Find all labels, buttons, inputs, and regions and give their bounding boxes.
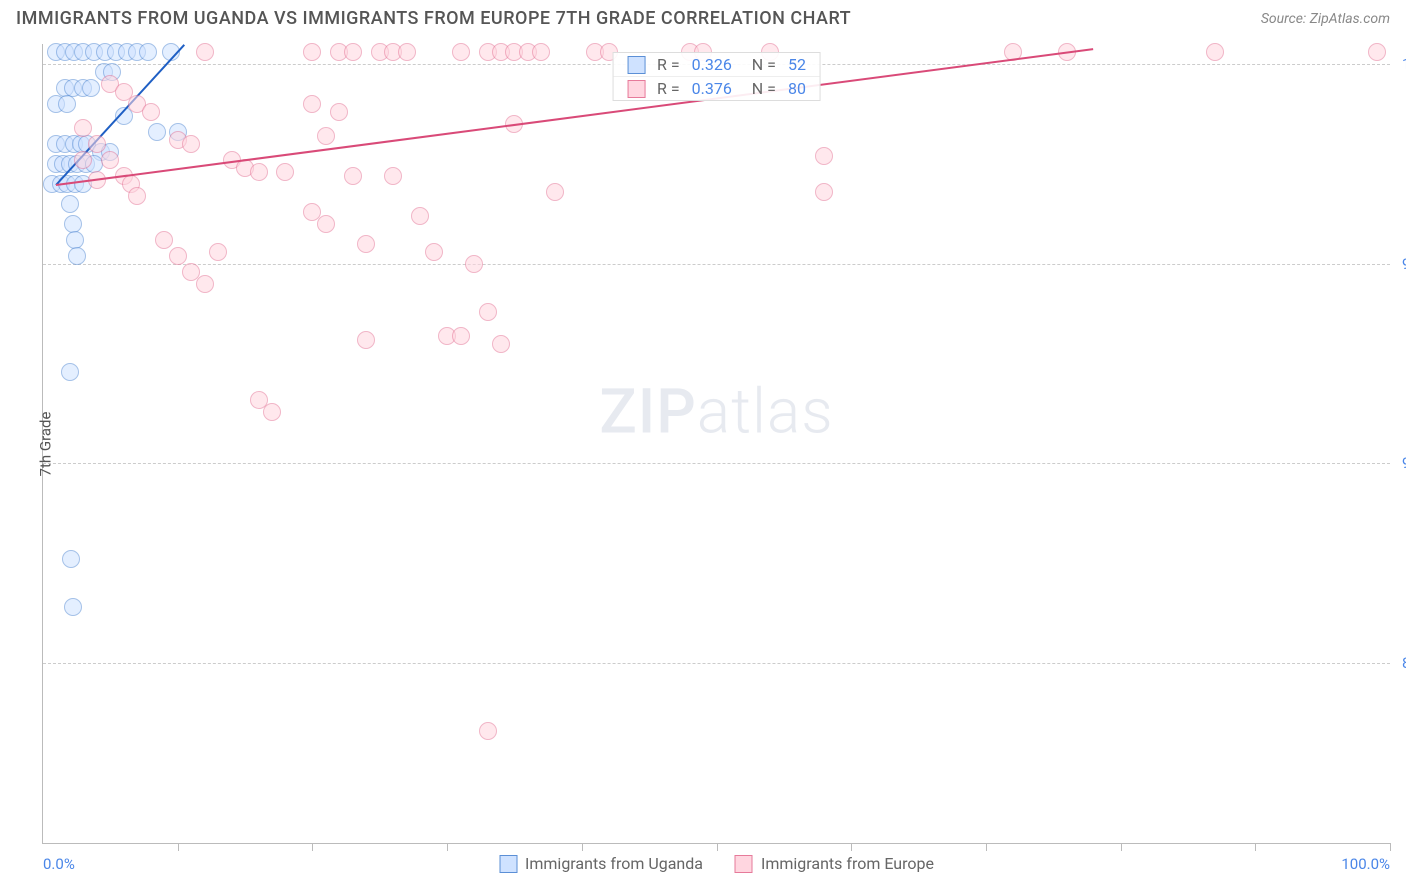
data-point <box>88 135 106 153</box>
data-point <box>128 187 146 205</box>
data-point <box>196 43 214 61</box>
data-point <box>317 127 335 145</box>
stat-r-label: R = <box>657 55 680 74</box>
stat-r-value: 0.326 <box>692 55 732 74</box>
stat-n-value: 52 <box>788 55 806 74</box>
chart-title: IMMIGRANTS FROM UGANDA VS IMMIGRANTS FRO… <box>16 8 851 29</box>
data-point <box>303 95 321 113</box>
x-tick <box>1390 843 1391 851</box>
legend-swatch <box>627 80 645 98</box>
data-point <box>74 151 92 169</box>
data-point <box>492 335 510 353</box>
stat-r-label: R = <box>657 79 680 98</box>
data-point <box>276 163 294 181</box>
data-point <box>344 43 362 61</box>
stat-row: R = 0.376 N = 80 <box>613 77 820 100</box>
data-point <box>61 195 79 213</box>
data-point <box>82 79 100 97</box>
data-point <box>425 243 443 261</box>
data-point <box>398 43 416 61</box>
gridline <box>43 463 1390 464</box>
x-tick <box>312 843 313 851</box>
data-point <box>452 43 470 61</box>
y-tick-label: 90.0% <box>1392 454 1406 472</box>
data-point <box>411 207 429 225</box>
data-point <box>532 43 550 61</box>
x-tick <box>582 843 583 851</box>
legend-swatch <box>735 855 753 873</box>
data-point <box>148 123 166 141</box>
data-point <box>250 163 268 181</box>
data-point <box>155 231 173 249</box>
data-point <box>479 722 497 740</box>
data-point <box>479 303 497 321</box>
data-point <box>317 215 335 233</box>
data-point <box>182 135 200 153</box>
y-tick-label: 100.0% <box>1392 55 1406 73</box>
x-tick <box>1121 843 1122 851</box>
data-point <box>196 275 214 293</box>
data-point <box>68 247 86 265</box>
data-point <box>61 363 79 381</box>
data-point <box>169 247 187 265</box>
data-point <box>465 255 483 273</box>
legend-swatch <box>627 56 645 74</box>
data-point <box>101 151 119 169</box>
legend-label: Immigrants from Uganda <box>525 854 703 873</box>
legend: Immigrants from Uganda Immigrants from Eu… <box>499 854 934 873</box>
plot-area: 7th Grade ZIPatlas R =0.326 N =52R =0.37… <box>42 44 1390 844</box>
data-point <box>357 331 375 349</box>
legend-swatch <box>499 855 517 873</box>
data-point <box>139 43 157 61</box>
data-point <box>546 183 564 201</box>
data-point <box>357 235 375 253</box>
legend-label: Immigrants from Europe <box>761 854 934 873</box>
trend-line <box>56 48 1093 186</box>
data-point <box>344 167 362 185</box>
y-tick-label: 95.0% <box>1392 255 1406 273</box>
stats-box: R = 0.326 N = 52 R = 0.376 N = 80 <box>612 52 821 101</box>
data-point <box>64 598 82 616</box>
data-point <box>384 167 402 185</box>
data-point <box>330 103 348 121</box>
gridline <box>43 264 1390 265</box>
data-point <box>303 43 321 61</box>
stat-row: R = 0.326 N = 52 <box>613 53 820 77</box>
data-point <box>263 403 281 421</box>
data-point <box>815 183 833 201</box>
x-tick <box>447 843 448 851</box>
data-point <box>1368 43 1386 61</box>
data-point <box>815 147 833 165</box>
source-label: Source: ZipAtlas.com <box>1261 11 1390 27</box>
stat-n-label: N = <box>744 79 776 98</box>
data-point <box>452 327 470 345</box>
x-axis-max-label: 100.0% <box>1341 855 1390 873</box>
stat-n-label: N = <box>744 55 776 74</box>
legend-item: Immigrants from Europe <box>735 854 934 873</box>
x-tick <box>717 843 718 851</box>
stat-n-value: 80 <box>788 79 806 98</box>
data-point <box>142 103 160 121</box>
data-point <box>62 550 80 568</box>
x-axis-min-label: 0.0% <box>43 855 75 873</box>
legend-item: Immigrants from Uganda <box>499 854 703 873</box>
data-point <box>74 119 92 137</box>
data-point <box>209 243 227 261</box>
x-tick <box>178 843 179 851</box>
stat-r-value: 0.376 <box>692 79 732 98</box>
gridline <box>43 663 1390 664</box>
y-tick-label: 85.0% <box>1392 654 1406 672</box>
data-point <box>58 95 76 113</box>
x-tick <box>1255 843 1256 851</box>
x-tick <box>851 843 852 851</box>
data-point <box>1206 43 1224 61</box>
x-tick <box>986 843 987 851</box>
